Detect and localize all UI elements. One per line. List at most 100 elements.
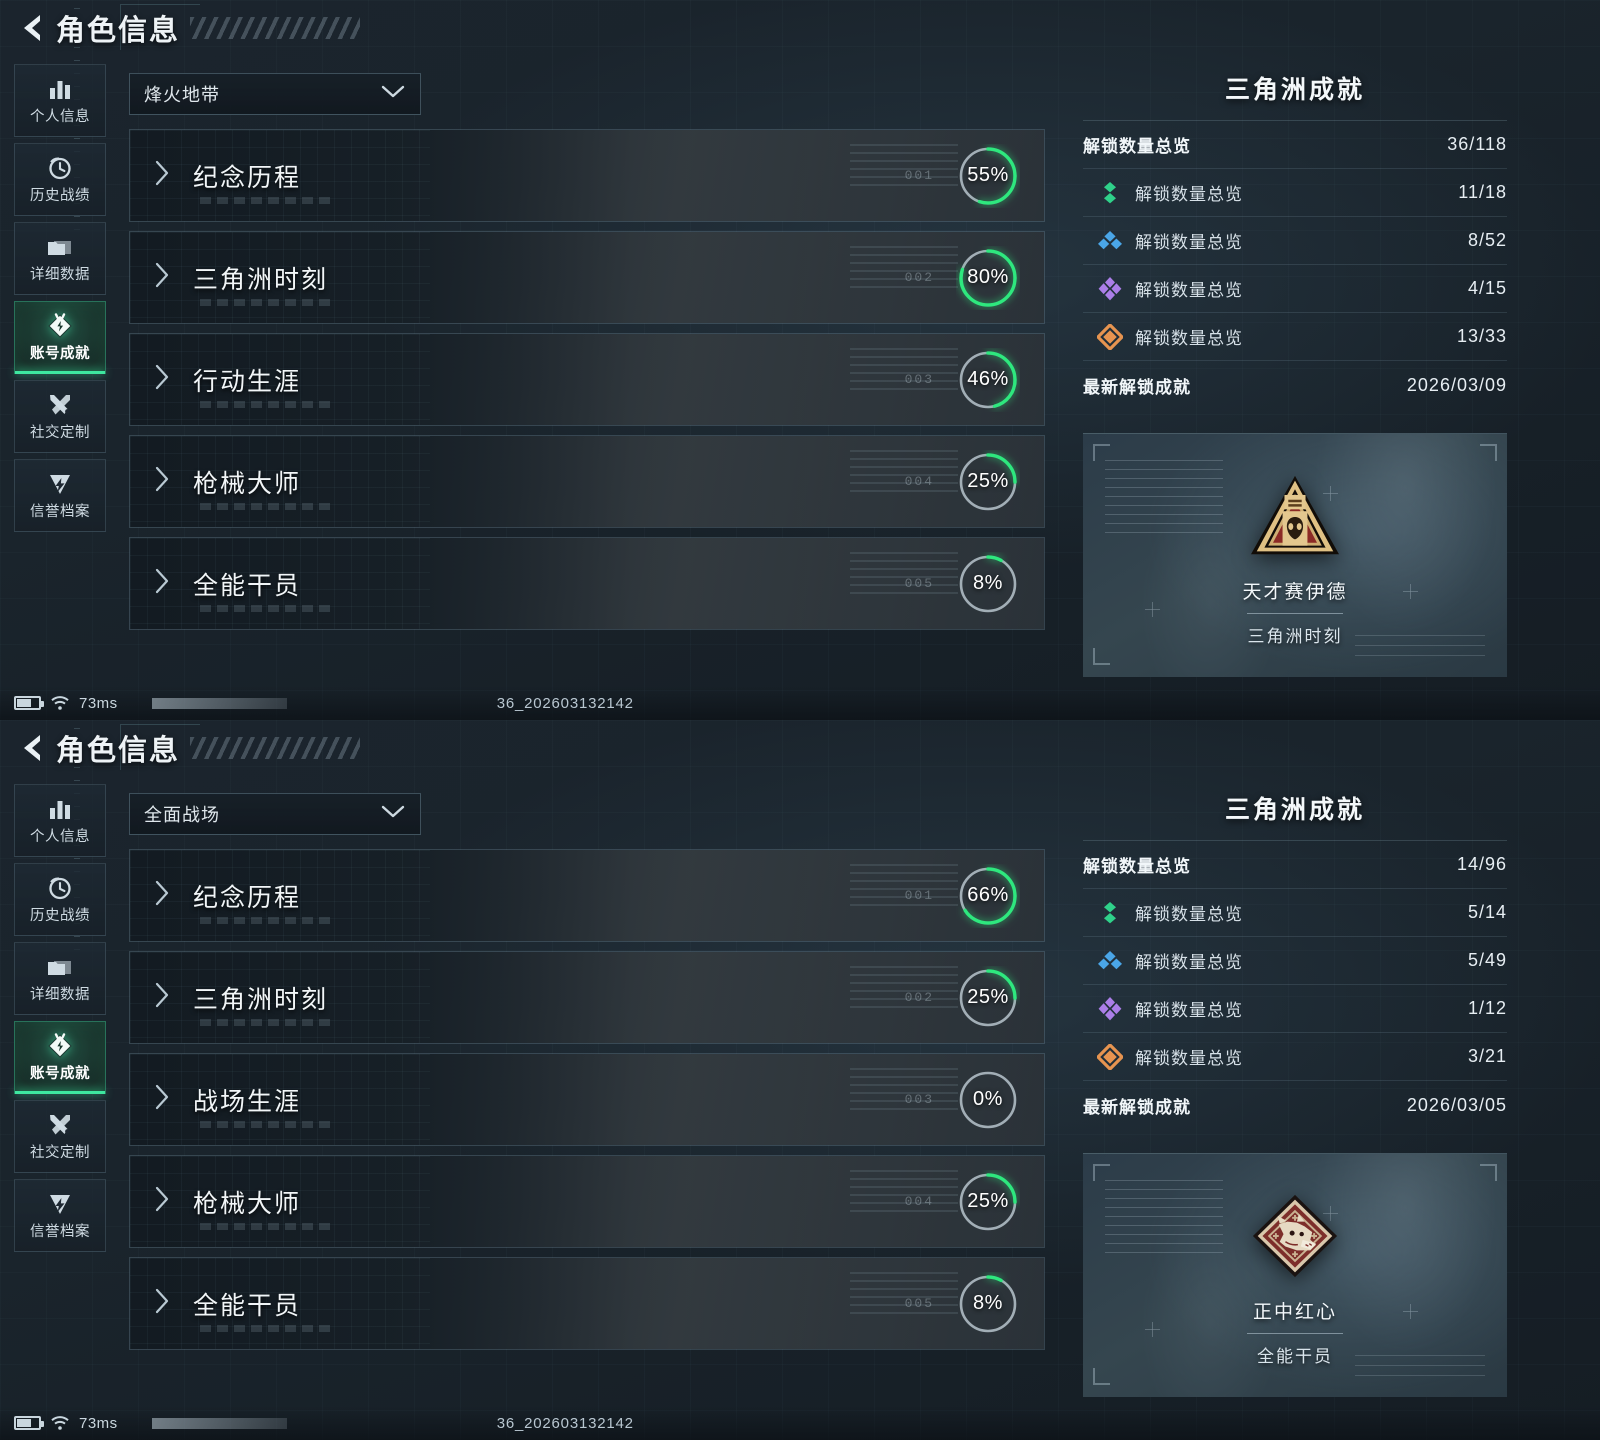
rank-blue-icon: [1097, 229, 1123, 253]
tier-label: 解锁数量总览: [1135, 1001, 1243, 1020]
sidebar-item-1[interactable]: 历史战绩: [14, 143, 106, 216]
tier-value: 13/33: [1456, 326, 1507, 346]
bar-chart-icon: [47, 796, 73, 822]
ping-label: 73ms: [79, 694, 118, 712]
decorative-tech-text: [850, 966, 958, 1008]
achievement-index: 002: [905, 270, 934, 285]
sidebar-item-label: 账号成就: [30, 1065, 90, 1082]
achievement-row[interactable]: 全能干员 005 8%: [129, 537, 1045, 630]
total-label: 解锁数量总览: [1083, 137, 1191, 156]
chevron-right-icon[interactable]: [154, 980, 171, 1015]
crosshair-marker: [1145, 1322, 1160, 1337]
grid-overlay: [130, 436, 430, 527]
achievement-row[interactable]: 纪念历程 001 66%: [129, 849, 1045, 942]
achievement-row[interactable]: 三角洲时刻 002 25%: [129, 951, 1045, 1044]
sidebar-nav: 个人信息 历史战绩 详细数据 账号成就 社交定制 信誉档案: [14, 784, 106, 1258]
achievement-row[interactable]: 纪念历程 001 55%: [129, 129, 1045, 222]
sidebar-item-4[interactable]: 社交定制: [14, 380, 106, 453]
achievement-row[interactable]: 枪械大师 004 25%: [129, 1155, 1045, 1248]
achievement-artwork: [130, 1054, 1044, 1145]
back-arrow-icon[interactable]: [16, 731, 50, 765]
chevron-right-icon[interactable]: [154, 566, 171, 601]
achievement-name: 纪念历程: [193, 163, 302, 192]
header-hatch-decoration: [190, 737, 361, 759]
decorative-dashes: [200, 197, 330, 204]
header-frame-decoration: [120, 4, 200, 50]
progress-ring: 25%: [956, 1170, 1020, 1234]
crosshair-marker: [1323, 486, 1338, 501]
latest-badge-showcase[interactable]: 天才赛伊德 三角洲时刻: [1083, 433, 1507, 677]
chevron-right-icon[interactable]: [154, 1184, 171, 1219]
tools-icon: [46, 1112, 74, 1138]
tier-label: 解锁数量总览: [1135, 185, 1243, 204]
decorative-datalines: [1105, 1180, 1223, 1256]
tier-label: 解锁数量总览: [1135, 233, 1243, 252]
sidebar-item-3[interactable]: 账号成就: [14, 301, 106, 374]
chevron-right-icon[interactable]: [154, 1082, 171, 1117]
latest-label: 最新解锁成就: [1083, 1097, 1191, 1117]
divider: [1247, 1333, 1343, 1334]
sidebar-item-label: 详细数据: [30, 986, 90, 1003]
sidebar-item-label: 信誉档案: [30, 503, 90, 520]
crosshair-marker: [1403, 584, 1418, 599]
chevron-right-icon[interactable]: [154, 1286, 171, 1321]
total-unlocked-row: 解锁数量总览 36/118: [1083, 121, 1507, 169]
decorative-dashes: [200, 503, 330, 510]
achievement-artwork: [130, 952, 1044, 1043]
corner-bracket: [1093, 648, 1110, 665]
grid-overlay: [130, 232, 430, 323]
summary-title: 三角洲成就: [1224, 76, 1365, 104]
mode-dropdown[interactable]: 全面战场: [129, 793, 421, 835]
achievement-index: 005: [905, 576, 934, 591]
achievement-row[interactable]: 行动生涯 003 46%: [129, 333, 1045, 426]
sidebar-item-0[interactable]: 个人信息: [14, 784, 106, 857]
chevron-right-icon[interactable]: [154, 260, 171, 295]
achievement-index: 004: [905, 1194, 934, 1209]
achievement-row[interactable]: 三角洲时刻 002 80%: [129, 231, 1045, 324]
decorative-tech-text: [850, 348, 958, 390]
clock-icon: [47, 155, 73, 181]
corner-bracket: [1093, 444, 1110, 461]
chevron-down-icon: [380, 84, 406, 105]
chevron-right-icon[interactable]: [154, 464, 171, 499]
sidebar-item-1[interactable]: 历史战绩: [14, 863, 106, 936]
sidebar-item-0[interactable]: 个人信息: [14, 64, 106, 137]
sidebar-item-3[interactable]: 账号成就: [14, 1021, 106, 1094]
chevron-right-icon[interactable]: [154, 878, 171, 913]
divider: [1247, 613, 1343, 614]
latest-value: 2026/03/09: [1406, 374, 1507, 395]
mode-dropdown[interactable]: 烽火地带: [129, 73, 421, 115]
latest-badge-showcase[interactable]: 正中红心 全能干员: [1083, 1153, 1507, 1397]
tier-value: 11/18: [1458, 182, 1507, 202]
folder-icon: [46, 234, 74, 260]
sidebar-item-2[interactable]: 详细数据: [14, 942, 106, 1015]
battery-icon: [14, 1416, 44, 1430]
corner-bracket: [1093, 1164, 1110, 1181]
achievement-index: 003: [905, 372, 934, 387]
sidebar-item-4[interactable]: 社交定制: [14, 1100, 106, 1173]
rank-blue-icon: [1097, 949, 1123, 973]
achievement-tier-row: 解锁数量总览 1/12: [1083, 985, 1507, 1033]
sidebar-item-label: 历史战绩: [30, 907, 90, 924]
achievement-name: 三角洲时刻: [193, 985, 329, 1014]
crosshair-marker: [1145, 602, 1160, 617]
achievement-artwork: [130, 334, 1044, 425]
achievement-row[interactable]: 全能干员 005 8%: [129, 1257, 1045, 1350]
back-arrow-icon[interactable]: [16, 11, 50, 45]
total-unlocked-row: 解锁数量总览 14/96: [1083, 841, 1507, 889]
sidebar-item-5[interactable]: 信誉档案: [14, 459, 106, 532]
achievement-artwork: [130, 1258, 1044, 1349]
sidebar-item-5[interactable]: 信誉档案: [14, 1179, 106, 1252]
decorative-tech-text: [850, 450, 958, 492]
chevron-right-icon[interactable]: [154, 158, 171, 193]
chevron-right-icon[interactable]: [154, 362, 171, 397]
decorative-datalines: [1105, 460, 1223, 536]
decorative-tech-text: [850, 1068, 958, 1110]
sidebar-item-2[interactable]: 详细数据: [14, 222, 106, 295]
achievement-artwork: [130, 538, 1044, 629]
achievement-name: 枪械大师: [193, 469, 302, 498]
sidebar-item-label: 社交定制: [30, 424, 90, 441]
progress-percent-label: 66%: [967, 884, 1009, 906]
achievement-row[interactable]: 战场生涯 003 0%: [129, 1053, 1045, 1146]
achievement-row[interactable]: 枪械大师 004 25%: [129, 435, 1045, 528]
